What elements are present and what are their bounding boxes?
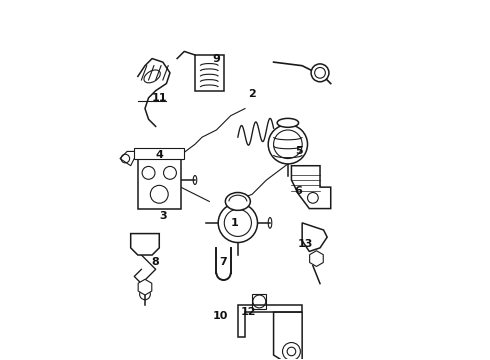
Text: 2: 2 — [248, 89, 256, 99]
Bar — [134, 148, 184, 158]
Text: 5: 5 — [295, 147, 302, 157]
Text: 4: 4 — [155, 150, 163, 160]
Polygon shape — [302, 223, 327, 251]
Text: 13: 13 — [298, 239, 314, 249]
Polygon shape — [292, 166, 331, 208]
Text: 1: 1 — [230, 218, 238, 228]
Bar — [252, 294, 267, 309]
Polygon shape — [138, 279, 152, 295]
Text: 10: 10 — [212, 311, 228, 321]
Polygon shape — [131, 234, 159, 255]
Polygon shape — [273, 312, 302, 360]
Text: 3: 3 — [159, 211, 167, 221]
Text: 9: 9 — [213, 54, 220, 64]
Ellipse shape — [225, 193, 250, 210]
Text: 8: 8 — [152, 257, 160, 267]
Text: 11: 11 — [151, 93, 167, 103]
Circle shape — [283, 342, 300, 360]
Polygon shape — [238, 305, 302, 337]
Bar — [138, 158, 181, 208]
Bar — [195, 55, 223, 91]
Text: 6: 6 — [294, 186, 302, 196]
Circle shape — [268, 125, 308, 164]
Circle shape — [218, 203, 258, 243]
Text: 7: 7 — [220, 257, 227, 267]
Polygon shape — [310, 251, 323, 266]
Ellipse shape — [277, 118, 298, 127]
Circle shape — [311, 64, 329, 82]
Text: 12: 12 — [241, 307, 256, 317]
Polygon shape — [120, 152, 138, 166]
